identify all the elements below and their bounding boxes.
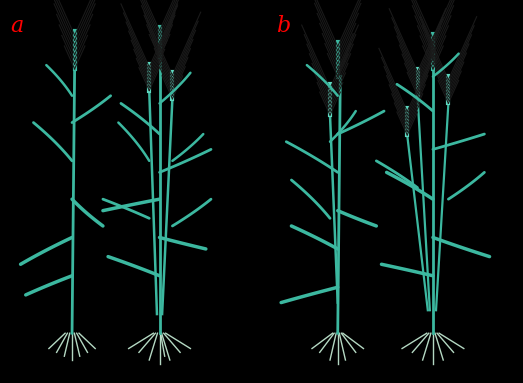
Text: b: b [276,15,290,37]
Text: a: a [10,15,24,37]
